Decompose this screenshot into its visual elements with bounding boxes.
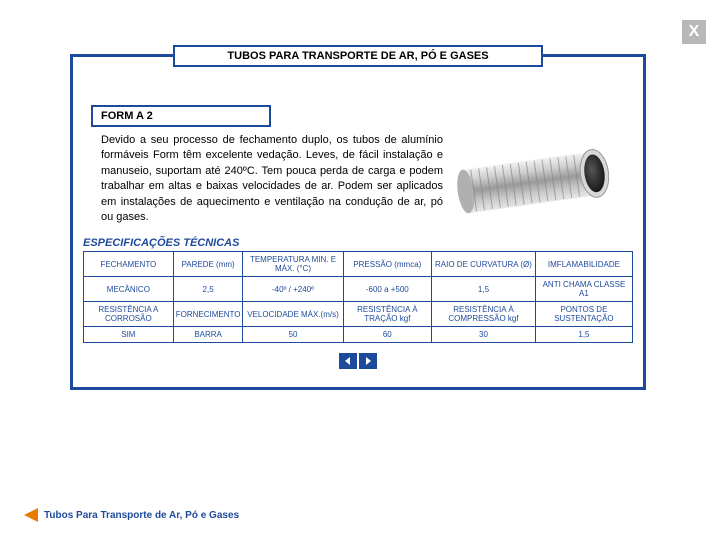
table-row: SIM BARRA 50 60 30 1,5 bbox=[84, 327, 633, 343]
table-cell: BARRA bbox=[173, 327, 243, 343]
product-description: Devido a seu processo de fechamento dupl… bbox=[101, 133, 443, 225]
table-cell: 1,5 bbox=[535, 327, 632, 343]
back-arrow-icon bbox=[24, 508, 38, 522]
table-cell: ANTI CHAMA CLASSE A1 bbox=[535, 277, 632, 302]
table-cell: 30 bbox=[432, 327, 536, 343]
table-cell: FORNECIMENTO bbox=[173, 302, 243, 327]
close-button[interactable]: X bbox=[682, 20, 706, 44]
table-cell: -40º / +240º bbox=[243, 277, 343, 302]
table-cell: PAREDE (mm) bbox=[173, 252, 243, 277]
table-cell: PRESSÃO (mmca) bbox=[343, 252, 432, 277]
prev-button[interactable] bbox=[339, 353, 357, 369]
table-cell: RESISTÊNCIA À TRAÇÃO kgf bbox=[343, 302, 432, 327]
next-button[interactable] bbox=[359, 353, 377, 369]
table-row: MECÂNICO 2,5 -40º / +240º -600 a +500 1,… bbox=[84, 277, 633, 302]
table-cell: IMFLAMABILIDADE bbox=[535, 252, 632, 277]
arrow-left-icon bbox=[343, 356, 353, 366]
spec-header: ESPECIFICAÇÕES TÉCNICAS bbox=[83, 237, 643, 249]
table-cell: 60 bbox=[343, 327, 432, 343]
back-link[interactable]: Tubos Para Transporte de Ar, Pó e Gases bbox=[24, 508, 239, 522]
table-cell: PONTOS DE SUSTENTAÇÃO bbox=[535, 302, 632, 327]
spec-table: FECHAMENTO PAREDE (mm) TEMPERATURA MIN. … bbox=[83, 251, 633, 343]
content-row: Devido a seu processo de fechamento dupl… bbox=[101, 133, 625, 225]
table-row: FECHAMENTO PAREDE (mm) TEMPERATURA MIN. … bbox=[84, 252, 633, 277]
table-row: RESISTÊNCIA A CORROSÃO FORNECIMENTO VELO… bbox=[84, 302, 633, 327]
arrow-right-icon bbox=[363, 356, 373, 366]
table-cell: -600 a +500 bbox=[343, 277, 432, 302]
table-cell: 1,5 bbox=[432, 277, 536, 302]
table-cell: 50 bbox=[243, 327, 343, 343]
back-link-label: Tubos Para Transporte de Ar, Pó e Gases bbox=[44, 510, 239, 521]
table-cell: TEMPERATURA MIN. E MÁX. (°C) bbox=[243, 252, 343, 277]
table-cell: SIM bbox=[84, 327, 174, 343]
table-cell: RAIO DE CURVATURA (Ø) bbox=[432, 252, 536, 277]
table-cell: RESISTÊNCIA A CORROSÃO bbox=[84, 302, 174, 327]
table-cell: 2,5 bbox=[173, 277, 243, 302]
nav-arrows bbox=[73, 353, 643, 369]
table-cell: VELOCIDADE MÁX.(m/s) bbox=[243, 302, 343, 327]
page-title: TUBOS PARA TRANSPORTE DE AR, PÓ E GASES bbox=[173, 45, 543, 67]
content-frame: TUBOS PARA TRANSPORTE DE AR, PÓ E GASES … bbox=[70, 54, 646, 390]
tube-illustration bbox=[455, 137, 625, 225]
table-cell: FECHAMENTO bbox=[84, 252, 174, 277]
form-label: FORM A 2 bbox=[91, 105, 271, 127]
table-cell: MECÂNICO bbox=[84, 277, 174, 302]
table-cell: RESISTÊNCIA À COMPRESSÃO kgf bbox=[432, 302, 536, 327]
